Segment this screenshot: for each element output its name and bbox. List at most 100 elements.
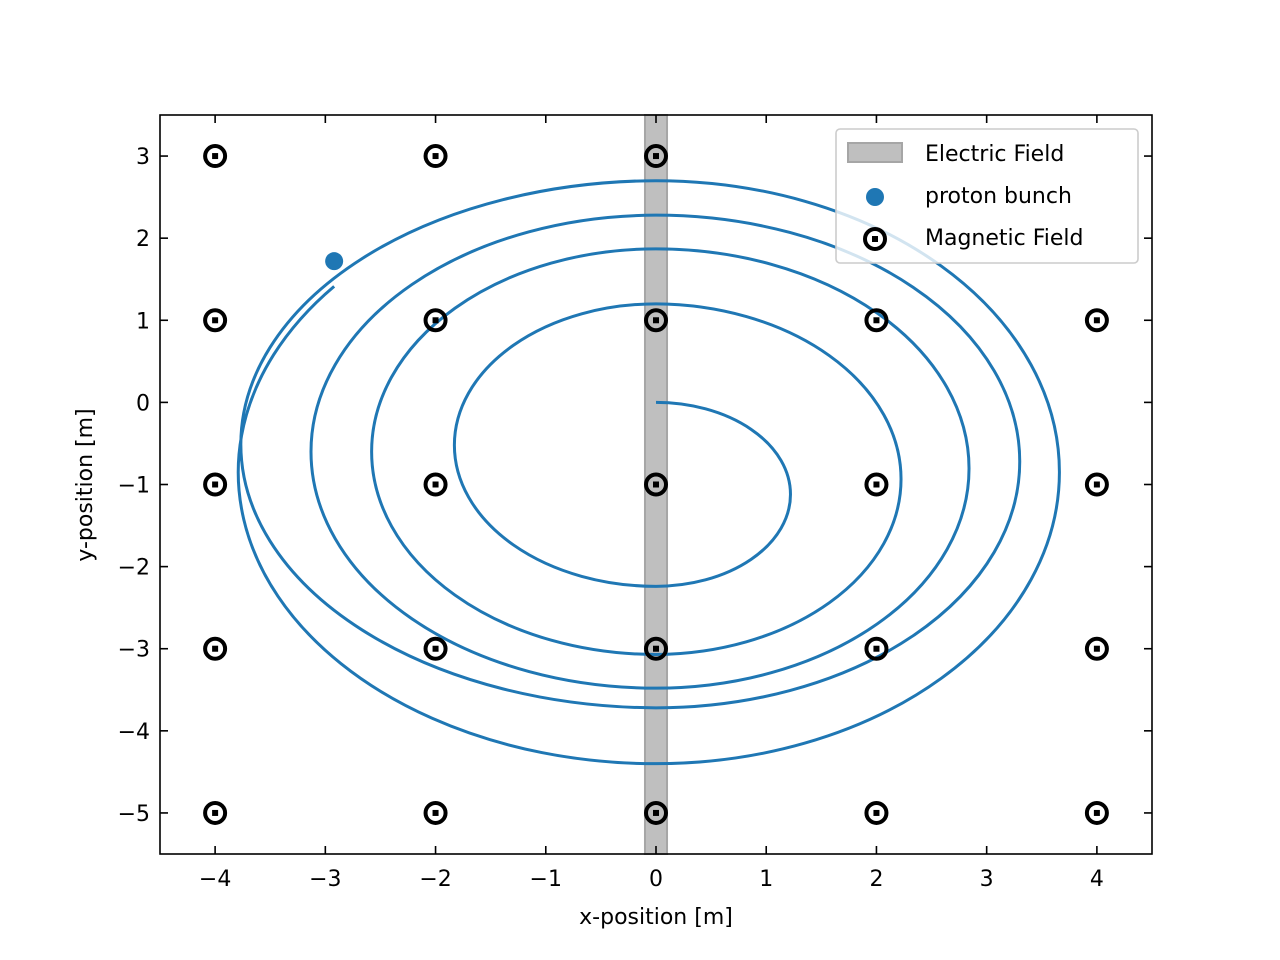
magnetic-field-dot <box>873 645 880 652</box>
magnetic-field-marker <box>864 800 889 825</box>
y-tick-label: −2 <box>118 556 150 581</box>
magnetic-field-dot <box>653 153 659 160</box>
y-axis-ticks: −5 −4 −3 −2 −1 0 1 2 3 <box>118 145 1152 827</box>
x-tick-label: −3 <box>309 867 341 892</box>
magnetic-field-dot <box>432 645 439 652</box>
magnetic-field-marker <box>1084 472 1109 497</box>
magnetic-field-dot <box>653 809 659 816</box>
magnetic-field-ring <box>203 800 228 825</box>
y-tick-label: −5 <box>118 802 150 827</box>
y-tick-label: 3 <box>136 145 150 170</box>
legend-magnetic-field-label: Magnetic Field <box>925 226 1084 251</box>
magnetic-field-marker <box>644 800 668 825</box>
magnetic-field-dot <box>432 809 439 816</box>
magnetic-field-ring <box>1084 636 1109 661</box>
y-tick-label: −1 <box>118 474 150 499</box>
x-tick-label: 3 <box>980 867 994 892</box>
magnetic-field-ring <box>423 308 448 333</box>
magnetic-field-marker <box>203 800 228 825</box>
x-tick-label: 0 <box>649 867 663 892</box>
magnetic-field-marker <box>864 472 889 497</box>
magnetic-field-marker <box>423 144 448 169</box>
legend-magnetic-field-dot <box>872 236 878 242</box>
magnetic-field-marker <box>423 308 448 333</box>
magnetic-field-dot <box>432 317 439 324</box>
y-tick-label: 2 <box>136 227 150 252</box>
magnetic-field-dot <box>212 481 219 488</box>
legend-proton-bunch-marker <box>866 188 884 206</box>
magnetic-field-marker <box>423 472 448 497</box>
x-tick-label: −2 <box>419 867 451 892</box>
magnetic-field-dot <box>873 481 880 488</box>
x-axis-label: x-position [m] <box>579 905 733 930</box>
magnetic-field-marker <box>423 800 448 825</box>
magnetic-field-marker <box>644 472 668 497</box>
legend: Electric Field proton bunch Magnetic Field <box>835 128 1139 264</box>
magnetic-field-ring <box>644 144 668 169</box>
magnetic-field-marker <box>423 636 448 661</box>
magnetic-field-marker <box>644 636 668 661</box>
magnetic-field-marker <box>203 308 228 333</box>
magnetic-field-dot <box>432 153 439 160</box>
legend-box <box>835 128 1139 264</box>
magnetic-field-ring <box>203 472 228 497</box>
magnetic-field-dot <box>873 809 880 816</box>
y-tick-label: 1 <box>136 309 150 334</box>
legend-electric-field-label: Electric Field <box>925 142 1064 167</box>
magnetic-field-ring <box>864 472 889 497</box>
magnetic-field-dot <box>212 317 219 324</box>
magnetic-field-ring <box>1084 800 1109 825</box>
magnetic-field-dot <box>212 153 219 160</box>
proton-trajectory <box>236 179 1061 766</box>
magnetic-field-ring <box>423 144 448 169</box>
proton-bunch-point <box>325 252 344 271</box>
magnetic-field-ring <box>1084 308 1109 333</box>
magnetic-field-marker <box>864 636 889 661</box>
y-axis-label: y-position [m] <box>73 408 98 561</box>
x-tick-label: −1 <box>530 867 562 892</box>
magnetic-field-ring <box>644 308 668 333</box>
magnetic-field-dot <box>1093 481 1100 488</box>
magnetic-field-marker <box>203 144 228 169</box>
magnetic-field-dot <box>212 809 219 816</box>
magnetic-field-ring <box>423 800 448 825</box>
magnetic-field-dot <box>873 317 880 324</box>
magnetic-field-dot <box>1093 809 1100 816</box>
magnetic-field-dot <box>1093 645 1100 652</box>
magnetic-field-dot <box>653 481 659 488</box>
legend-magnetic-field-ring <box>863 227 887 251</box>
legend-electric-field-swatch <box>847 142 903 163</box>
magnetic-field-dot <box>1093 317 1100 324</box>
magnetic-field-marker <box>1084 308 1109 333</box>
magnetic-field-ring <box>203 144 228 169</box>
x-tick-label: 1 <box>759 867 773 892</box>
magnetic-field-dot <box>212 645 219 652</box>
magnetic-field-marker <box>1084 800 1109 825</box>
y-tick-label: 0 <box>136 391 150 416</box>
magnetic-field-dot <box>653 645 659 652</box>
magnetic-field-ring <box>864 636 889 661</box>
y-tick-label: −4 <box>118 720 150 745</box>
magnetic-field-marker <box>1084 636 1109 661</box>
magnetic-field-marker <box>203 636 228 661</box>
magnetic-field-ring <box>203 308 228 333</box>
magnetic-field-dot <box>653 317 659 324</box>
magnetic-field-ring <box>644 472 668 497</box>
magnetic-field-marker <box>203 472 228 497</box>
legend-proton-bunch-label: proton bunch <box>925 184 1072 209</box>
x-axis-ticks: −4 −3 −2 −1 0 1 2 3 4 <box>199 115 1104 892</box>
magnetic-field-ring <box>203 636 228 661</box>
y-tick-label: −3 <box>118 638 150 663</box>
plot-area <box>159 114 1153 855</box>
magnetic-field-ring <box>423 636 448 661</box>
magnetic-field-marker <box>644 308 668 333</box>
x-tick-label: 2 <box>869 867 883 892</box>
magnetic-field-marker <box>644 144 668 169</box>
magnetic-field-ring <box>644 636 668 661</box>
magnetic-field-ring <box>423 472 448 497</box>
magnetic-field-ring <box>1084 472 1109 497</box>
magnetic-field-ring <box>864 800 889 825</box>
magnetic-field-marker <box>864 308 889 333</box>
magnetic-field-ring <box>864 308 889 333</box>
